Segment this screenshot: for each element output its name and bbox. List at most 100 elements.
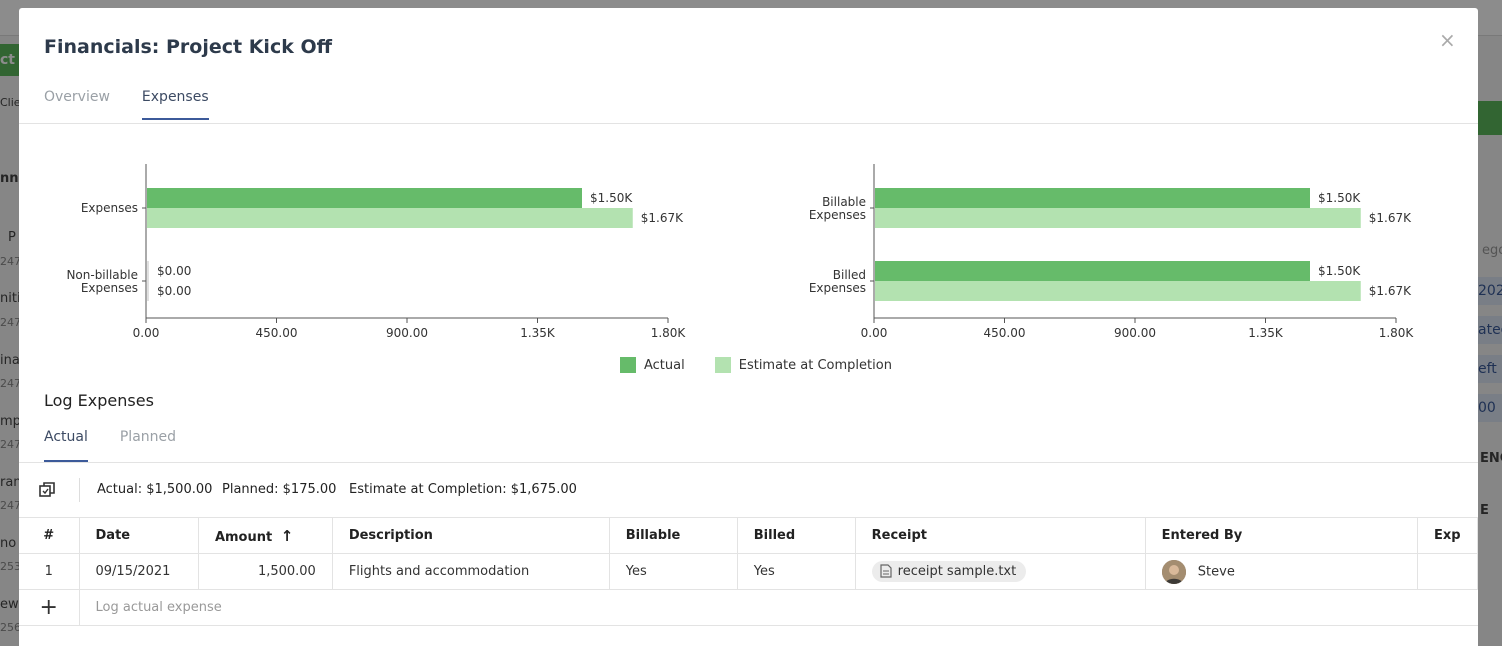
add-cell: + — [19, 589, 80, 626]
background-pill: eft — [1478, 355, 1502, 383]
tab-planned[interactable]: Planned — [119, 429, 177, 445]
background-text: 247 — [0, 438, 21, 451]
row-amount[interactable]: 1,500.00 — [198, 553, 333, 590]
table-header-row: # Date Amount ↑ Description Billable Bil… — [19, 517, 1478, 554]
column-header-num: # — [19, 517, 80, 554]
summary-eac: Estimate at Completion: $1,675.00 — [349, 482, 577, 497]
close-icon[interactable]: × — [1439, 28, 1456, 52]
background-text: mp — [0, 414, 21, 429]
row-date[interactable]: 09/15/2021 — [79, 553, 199, 590]
background-text: ENC — [1480, 451, 1502, 466]
bar-eac — [147, 281, 149, 301]
sort-ascending-icon[interactable]: ↑ — [280, 526, 294, 545]
column-header-entered-by[interactable]: Entered By — [1145, 517, 1418, 554]
user-avatar-icon — [1161, 559, 1186, 584]
x-tick-label: 1.80K — [1379, 326, 1415, 340]
column-header-exp[interactable]: Exp — [1417, 517, 1478, 554]
x-tick-label: 0.00 — [133, 326, 160, 340]
x-tick-label: 450.00 — [984, 326, 1026, 340]
category-label: Expenses — [809, 208, 866, 222]
category-label: Non-billable — [66, 268, 138, 282]
log-actual-expense-cell: Log actual expense — [79, 589, 1478, 626]
background-text: 253 — [0, 560, 21, 573]
avatar — [1161, 559, 1186, 584]
data-label: $1.50K — [590, 191, 633, 205]
tab-expenses[interactable]: Expenses — [141, 89, 209, 120]
background-text: ew — [0, 597, 19, 612]
column-header-billable[interactable]: Billable — [609, 517, 738, 554]
plus-icon[interactable]: + — [39, 595, 58, 620]
x-tick-label: 0.00 — [861, 326, 888, 340]
column-header-amount[interactable]: Amount ↑ — [198, 517, 333, 554]
legend-swatch-actual — [620, 357, 636, 373]
summary-bar: Actual: $1,500.00 Planned: $175.00 Estim… — [19, 478, 1478, 504]
chart-legend: Actual Estimate at Completion — [620, 357, 892, 373]
log-actual-expense-link[interactable]: Log actual expense — [95, 600, 222, 615]
row-description[interactable]: Flights and accommodation — [332, 553, 610, 590]
tabs-divider — [19, 123, 1478, 124]
data-label: $1.67K — [641, 211, 684, 225]
category-label: Billed — [833, 268, 866, 282]
legend-item-eac[interactable]: Estimate at Completion — [714, 357, 892, 373]
background-text: 247 — [0, 255, 21, 268]
row-receipt: receipt sample.txt — [855, 553, 1146, 590]
financials-modal: Financials: Project Kick Off × Overview … — [19, 8, 1478, 646]
column-header-date[interactable]: Date — [79, 517, 199, 554]
x-tick-label: 1.35K — [1248, 326, 1284, 340]
summary-actual: Actual: $1,500.00 — [97, 482, 213, 497]
row-billed[interactable]: Yes — [737, 553, 856, 590]
expenses-table: # Date Amount ↑ Description Billable Bil… — [19, 517, 1478, 626]
background-text: 247 — [0, 316, 21, 329]
tab-actual[interactable]: Actual — [44, 429, 88, 462]
billable-chart: 0.00 450.00 900.00 1.35K 1.80KBillableExpens… — [809, 164, 1415, 340]
modal-title: Financials: Project Kick Off — [44, 36, 332, 58]
background-text: no — [0, 536, 17, 551]
data-label: $1.67K — [1369, 211, 1412, 225]
background-text: 256 — [0, 621, 21, 634]
background-pill: 202 — [1478, 277, 1502, 305]
bar-eac — [147, 208, 633, 228]
legend-label: Actual — [644, 357, 685, 373]
add-row[interactable]: + Log actual expense — [19, 589, 1478, 626]
legend-item-actual[interactable]: Actual — [620, 357, 685, 373]
column-header-amount-label: Amount — [214, 529, 273, 545]
copy-icon[interactable] — [38, 481, 56, 499]
background-text: Clie — [0, 96, 21, 109]
legend-label: Estimate at Completion — [738, 357, 892, 373]
data-label: $0.00 — [157, 264, 191, 278]
data-label: $1.67K — [1369, 284, 1412, 298]
column-header-description[interactable]: Description — [332, 517, 610, 554]
x-tick-label: 900.00 — [386, 326, 428, 340]
background-text: E — [1480, 503, 1489, 518]
bar-actual — [875, 261, 1310, 281]
entered-by-name: Steve — [1197, 564, 1235, 579]
background-pill: 00 — [1478, 394, 1502, 422]
tab-overview[interactable]: Overview — [44, 89, 110, 105]
category-label: Expenses — [81, 281, 138, 295]
table-row[interactable]: 1 09/15/2021 1,500.00 Flights and accomm… — [19, 553, 1478, 590]
modal-tabs: Overview Expenses — [44, 89, 209, 120]
background-pill: ated — [1478, 316, 1502, 344]
summary-divider — [79, 478, 80, 502]
background-text: ina — [0, 353, 20, 368]
category-label: Expenses — [809, 281, 866, 295]
receipt-filename: receipt sample.txt — [897, 563, 1017, 579]
x-tick-label: 1.35K — [520, 326, 556, 340]
row-billable[interactable]: Yes — [609, 553, 738, 590]
bar-eac — [875, 208, 1361, 228]
row-exp[interactable] — [1417, 553, 1478, 590]
bar-eac — [875, 281, 1361, 301]
data-label: $1.50K — [1318, 264, 1361, 278]
row-entered-by: Steve — [1145, 553, 1418, 590]
receipt-attachment[interactable]: receipt sample.txt — [871, 560, 1027, 582]
column-header-receipt[interactable]: Receipt — [855, 517, 1146, 554]
column-header-billed[interactable]: Billed — [737, 517, 856, 554]
data-label: $0.00 — [157, 284, 191, 298]
legend-swatch-eac — [714, 357, 731, 373]
summary-planned: Planned: $175.00 — [222, 482, 337, 497]
background-text: ran — [0, 475, 22, 490]
background-text: ego — [1482, 243, 1502, 258]
background-text: P — [8, 230, 16, 245]
background-text: 247 — [0, 499, 21, 512]
log-expenses-title: Log Expenses — [44, 391, 154, 410]
